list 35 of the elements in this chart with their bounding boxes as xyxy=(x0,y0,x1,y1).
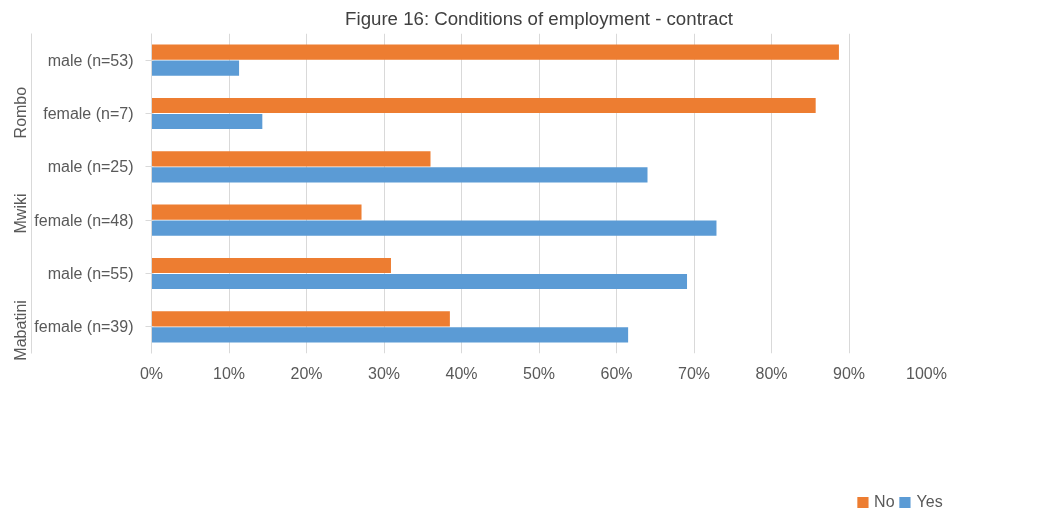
bar xyxy=(151,167,648,183)
bar xyxy=(151,60,240,76)
bar xyxy=(151,220,717,236)
bar xyxy=(151,257,391,274)
x-tick-label: 30% xyxy=(367,364,401,382)
text: Mabatini xyxy=(12,300,29,361)
bar xyxy=(151,113,263,130)
bar xyxy=(151,97,816,114)
x-tick-label: 60% xyxy=(600,364,633,382)
y-tick-label: female (n=48) xyxy=(34,211,134,229)
legend-label: Yes xyxy=(916,493,943,511)
y-tick-label: male (n=53) xyxy=(47,51,134,69)
bar xyxy=(151,273,688,290)
bar xyxy=(151,327,629,343)
y-tick-label: female (n=39) xyxy=(34,318,134,336)
chart-title: Figure 16: Conditions of employment - contract xyxy=(345,7,734,29)
x-tick-label: 0% xyxy=(139,364,164,382)
x-tick-label: 50% xyxy=(522,364,556,382)
y-tick-label: male (n=55) xyxy=(47,265,134,282)
x-tick-label: 80% xyxy=(755,364,788,382)
legend-label: No xyxy=(874,493,895,511)
x-tick-label: 90% xyxy=(832,364,866,382)
x-tick-label: 40% xyxy=(445,364,478,382)
text: Mwiki xyxy=(12,193,29,234)
x-tick-label: 10% xyxy=(212,364,246,382)
bar xyxy=(151,311,450,327)
text: Rombo xyxy=(12,86,29,139)
y-tick-label: female (n=7) xyxy=(43,105,134,122)
x-tick-label: 20% xyxy=(290,364,323,382)
bar xyxy=(151,151,431,167)
bar xyxy=(151,204,362,220)
y-tick-label: male (n=25) xyxy=(47,158,134,176)
x-tick-label: 100% xyxy=(906,364,947,382)
bar xyxy=(151,44,839,60)
x-tick-label: 70% xyxy=(677,364,711,382)
